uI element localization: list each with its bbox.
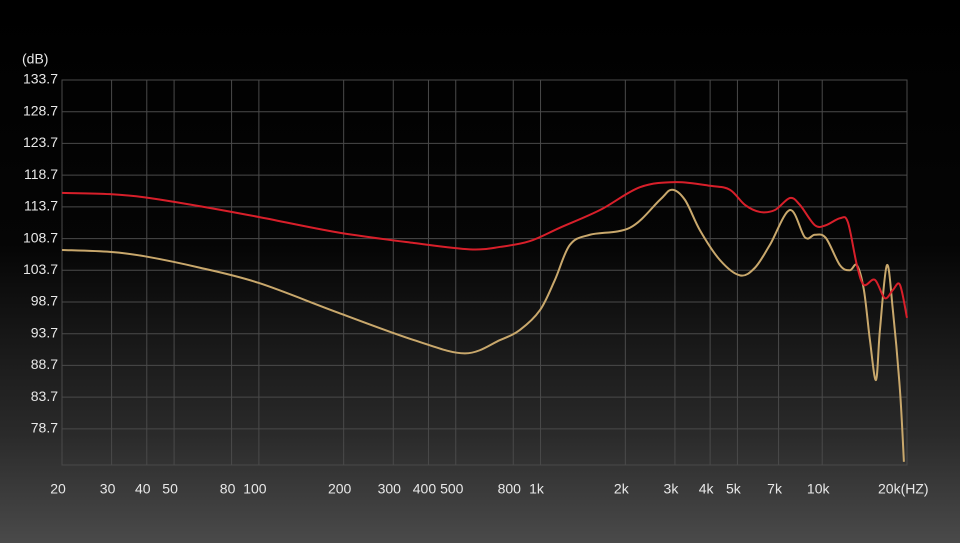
- y-tick-label: 88.7: [31, 356, 58, 372]
- x-tick-label: 10k: [807, 481, 831, 497]
- y-tick-label: 123.7: [23, 134, 58, 150]
- line-series: [61, 181, 908, 319]
- x-tick-label: 7k: [767, 481, 783, 497]
- line-series: [61, 188, 905, 462]
- x-tick-label: 80: [220, 481, 236, 497]
- y-tick-label: 118.7: [24, 166, 58, 182]
- y-tick-label: 133.7: [23, 71, 58, 87]
- x-tick-label: 30: [100, 481, 116, 497]
- y-tick-label: 113.7: [24, 198, 58, 214]
- x-tick-label: 200: [328, 481, 352, 497]
- y-tick-label: 98.7: [31, 293, 58, 309]
- x-tick-label: 2k: [614, 481, 630, 497]
- plot-frame: [61, 79, 908, 466]
- y-tick-label: 83.7: [31, 388, 58, 404]
- y-tick-label: 108.7: [23, 229, 58, 245]
- y-tick-label: 78.7: [31, 420, 58, 436]
- x-tick-label: 400: [413, 481, 437, 497]
- x-tick-label: 800: [498, 481, 522, 497]
- x-tick-label: 20: [50, 481, 66, 497]
- x-axis-label: (HZ): [901, 481, 929, 497]
- x-tick-label: 20k: [878, 481, 902, 497]
- y-tick-label: 128.7: [23, 102, 58, 118]
- x-tick-label: 3k: [664, 481, 680, 497]
- y-axis-label: (dB): [22, 51, 48, 67]
- y-tick-label: 93.7: [31, 324, 58, 340]
- x-tick-label: 1k: [529, 481, 545, 497]
- x-tick-label: 40: [135, 481, 151, 497]
- x-tick-label: 500: [440, 481, 464, 497]
- x-tick-label: 50: [162, 481, 178, 497]
- x-tick-label: 5k: [726, 481, 742, 497]
- x-tick-label: 100: [243, 481, 267, 497]
- y-tick-label: 103.7: [23, 261, 58, 277]
- x-tick-label: 4k: [699, 481, 715, 497]
- x-tick-label: 300: [378, 481, 402, 497]
